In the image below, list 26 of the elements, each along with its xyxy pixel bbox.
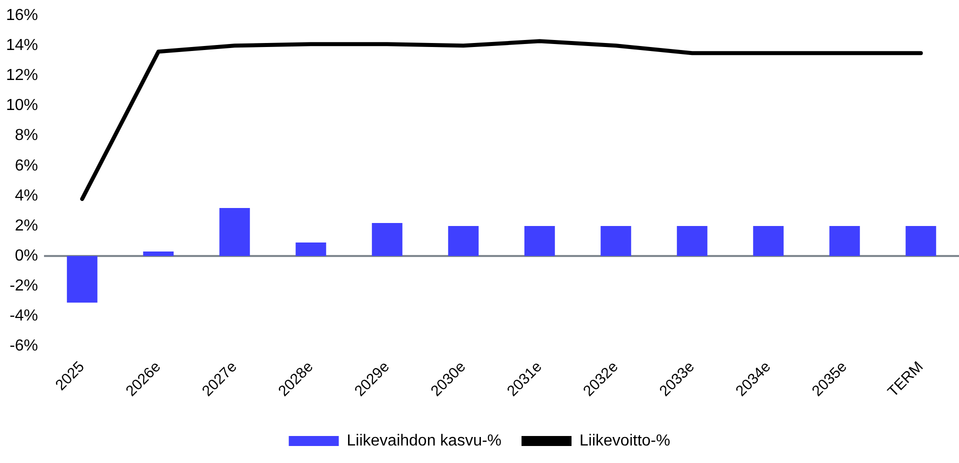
y-tick-label: 4%	[14, 187, 38, 204]
legend-label: Liikevoitto-%	[580, 432, 670, 450]
bar	[448, 226, 479, 256]
y-tick-label: 16%	[6, 7, 38, 24]
y-tick-label: 8%	[14, 127, 38, 144]
bar	[66, 256, 98, 303]
y-tick-label: 12%	[6, 67, 38, 84]
bar	[600, 226, 632, 256]
y-tick-label: 6%	[14, 157, 38, 174]
y-tick-label: -6%	[10, 338, 38, 355]
y-tick-label: 10%	[6, 97, 38, 114]
y-tick-label: -2%	[10, 278, 38, 295]
y-tick-label: 0%	[14, 247, 38, 264]
legend-label: Liikevaihdon kasvu-%	[346, 432, 502, 450]
bar	[296, 242, 326, 256]
bar	[143, 252, 174, 256]
y-tick-label: 2%	[14, 217, 38, 234]
bar	[676, 226, 708, 256]
bar	[219, 208, 250, 256]
bar	[906, 226, 936, 256]
y-tick-label: 14%	[6, 37, 38, 54]
y-tick-label: -4%	[10, 308, 38, 325]
bar	[372, 222, 402, 256]
bar	[524, 226, 555, 256]
bar	[753, 226, 784, 256]
bar	[829, 226, 860, 256]
